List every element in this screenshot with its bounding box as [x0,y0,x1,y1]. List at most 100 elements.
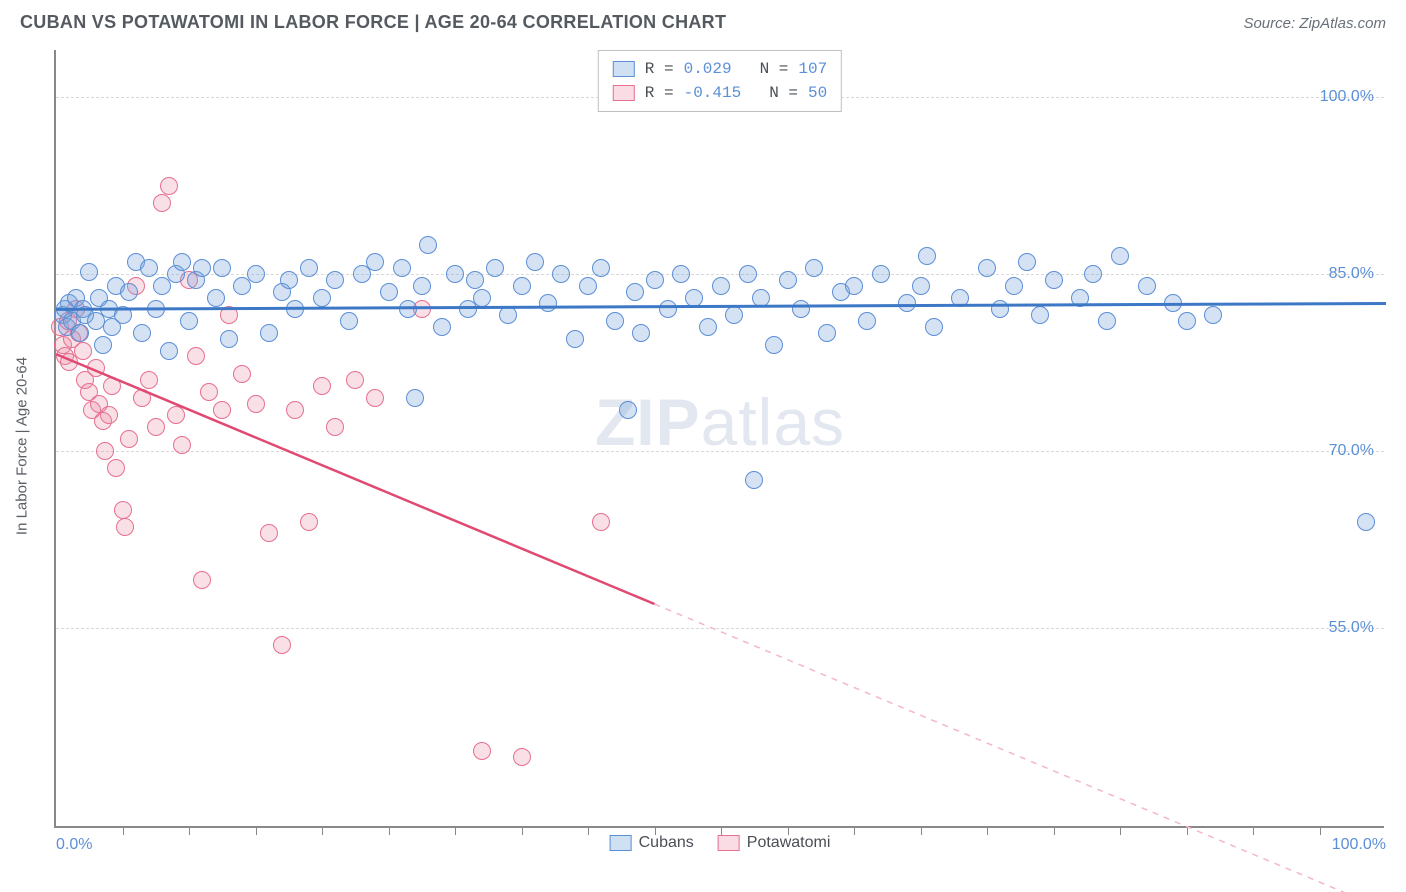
series-legend-item: Cubans [610,834,694,852]
cubans-point [1018,253,1036,271]
cubans-point [71,324,89,342]
cubans-point [419,236,437,254]
cubans-point [133,324,151,342]
cubans-point [1071,289,1089,307]
cubans-point [1138,277,1156,295]
legend-r-value: 0.029 [684,57,732,81]
cubans-point [845,277,863,295]
potawatomi-point [193,571,211,589]
cubans-point [1084,265,1102,283]
cubans-point [213,259,231,277]
cubans-point [745,471,763,489]
cubans-point [486,259,504,277]
cubans-point [1098,312,1116,330]
cubans-point [1204,306,1222,324]
cubans-point [872,265,890,283]
cubans-point [626,283,644,301]
legend-swatch [613,61,635,77]
watermark: ZIPatlas [595,384,845,460]
cubans-point [898,294,916,312]
cubans-point [552,265,570,283]
potawatomi-point [213,401,231,419]
cubans-point [858,312,876,330]
series-legend-item: Potawatomi [718,834,831,852]
potawatomi-point [346,371,364,389]
cubans-point [340,312,358,330]
x-tick-mark [788,826,789,835]
cubans-point [712,277,730,295]
cubans-point [173,253,191,271]
x-tick-label-left: 0.0% [56,836,92,854]
potawatomi-point [147,418,165,436]
cubans-point [765,336,783,354]
potawatomi-point [247,395,265,413]
potawatomi-point [273,636,291,654]
cubans-point [526,253,544,271]
potawatomi-point [103,377,121,395]
potawatomi-point [592,513,610,531]
x-tick-mark [1054,826,1055,835]
cubans-point [499,306,517,324]
x-tick-mark [1187,826,1188,835]
legend-n-value: 107 [798,57,827,81]
x-tick-mark [987,826,988,835]
x-tick-mark [655,826,656,835]
x-tick-mark [455,826,456,835]
series-legend-label: Potawatomi [747,834,831,852]
potawatomi-point [173,436,191,454]
cubans-point [413,277,431,295]
cubans-point [725,306,743,324]
x-tick-mark [256,826,257,835]
y-tick-label: 85.0% [1329,265,1374,283]
chart-plot-area: ZIPatlas R = 0.029N =107R =-0.415N = 50 … [54,50,1384,828]
potawatomi-point [326,418,344,436]
potawatomi-point [187,347,205,365]
cubans-point [606,312,624,330]
potawatomi-point [220,306,238,324]
x-tick-label-right: 100.0% [1332,836,1386,854]
legend-n-label: N = [769,81,798,105]
cubans-point [805,259,823,277]
x-tick-mark [1320,826,1321,835]
cubans-point [1357,513,1375,531]
x-tick-mark [1253,826,1254,835]
potawatomi-point [167,406,185,424]
cubans-point [672,265,690,283]
chart-title: CUBAN VS POTAWATOMI IN LABOR FORCE | AGE… [20,12,726,33]
cubans-point [207,289,225,307]
x-tick-mark [189,826,190,835]
trend-lines [56,50,1386,828]
potawatomi-point [87,359,105,377]
potawatomi-point [140,371,158,389]
cubans-point [566,330,584,348]
cubans-point [247,265,265,283]
cubans-point [366,253,384,271]
cubans-point [918,247,936,265]
cubans-point [473,289,491,307]
cubans-point [739,265,757,283]
series-legend: Cubans Potawatomi [610,834,831,852]
cubans-point [380,283,398,301]
cubans-point [446,265,464,283]
x-tick-mark [721,826,722,835]
cubans-point [94,336,112,354]
x-tick-mark [854,826,855,835]
y-tick-label: 100.0% [1320,88,1374,106]
correlation-legend: R = 0.029N =107R =-0.415N = 50 [598,50,842,112]
legend-r-value: -0.415 [684,81,742,105]
cubans-point [1045,271,1063,289]
cubans-point [513,277,531,295]
cubans-point [193,259,211,277]
potawatomi-point [300,513,318,531]
cubans-point [286,300,304,318]
potawatomi-point [366,389,384,407]
potawatomi-point [153,194,171,212]
cubans-point [539,294,557,312]
x-tick-mark [1120,826,1121,835]
cubans-point [925,318,943,336]
legend-swatch [613,85,635,101]
cubans-point [1031,306,1049,324]
cubans-point [579,277,597,295]
grid-line [56,628,1384,629]
potawatomi-point [200,383,218,401]
